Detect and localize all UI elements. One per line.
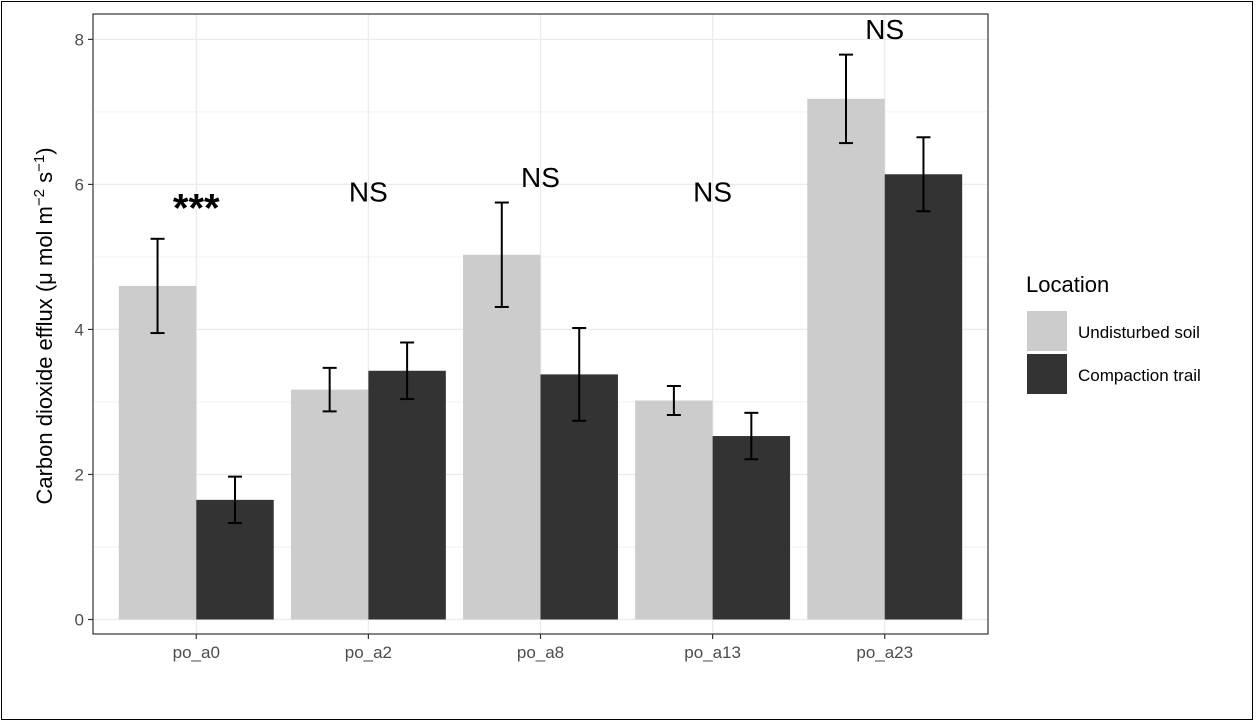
x-tick-label: po_a13	[684, 643, 741, 662]
bar	[807, 98, 885, 620]
bars	[118, 98, 963, 620]
bar	[463, 254, 541, 620]
bar	[290, 389, 369, 620]
bar	[368, 370, 446, 620]
x-tick-label: po_a2	[345, 643, 392, 662]
bar	[884, 174, 963, 620]
legend-swatch-undisturbed-soil	[1027, 311, 1067, 351]
significance-label: NS	[865, 14, 904, 45]
x-tick-label: po_a8	[517, 643, 564, 662]
legend-title: Location	[1026, 272, 1109, 297]
significance-label: ***	[173, 187, 220, 231]
bar	[635, 400, 713, 620]
y-tick-label: 6	[75, 175, 84, 194]
significance-label: NS	[349, 177, 388, 208]
y-tick-label: 8	[75, 30, 84, 49]
y-tick-label: 2	[75, 465, 84, 484]
bar	[712, 436, 791, 620]
y-tick-label: 0	[75, 610, 84, 629]
significance-annotations: *** NS NS NS NS	[173, 14, 904, 230]
x-tick-label: po_a0	[173, 643, 220, 662]
x-axis: po_a0 po_a2 po_a8 po_a13 po_a23	[173, 634, 913, 662]
legend-label-undisturbed-soil: Undisturbed soil	[1078, 323, 1200, 342]
error-bars	[150, 53, 931, 525]
legend-swatch-compaction-trail	[1027, 354, 1067, 394]
x-tick-label: po_a23	[856, 643, 913, 662]
legend-label-compaction-trail: Compaction trail	[1078, 366, 1201, 385]
y-tick-label: 4	[75, 320, 84, 339]
y-axis-title: Carbon dioxide efflux (μ mol m−2 s−1)	[31, 147, 58, 504]
y-axis: 0 2 4 6 8	[75, 30, 93, 629]
significance-label: NS	[521, 162, 560, 193]
significance-label: NS	[693, 177, 732, 208]
bar	[118, 285, 197, 620]
legend: Location Undisturbed soil Compaction tra…	[1026, 272, 1201, 394]
